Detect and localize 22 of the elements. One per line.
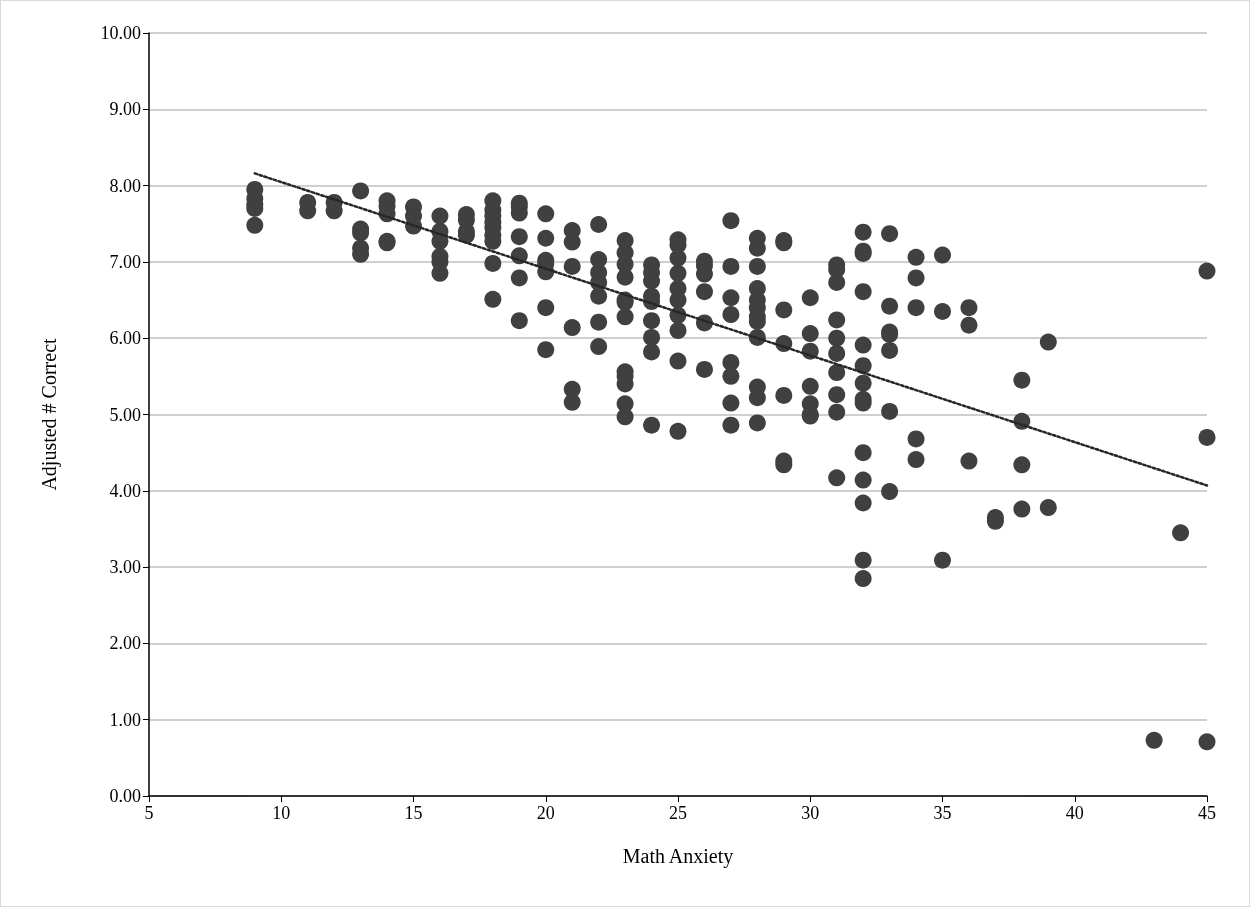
y-tick-label: 8.00 xyxy=(109,175,141,196)
x-tick-label: 40 xyxy=(1065,803,1084,823)
y-axis-title: Adjusted # Correct xyxy=(38,337,61,491)
y-tick-label: 3.00 xyxy=(109,557,141,578)
x-axis-title: Math Anxiety xyxy=(622,845,734,868)
x-tick-label: 15 xyxy=(404,803,423,823)
y-tick-label: 1.00 xyxy=(109,709,141,730)
x-tick-label: 25 xyxy=(669,803,687,823)
y-tick-label: 6.00 xyxy=(109,328,141,349)
y-tick-label: 2.00 xyxy=(109,633,141,654)
y-tick-label: 5.00 xyxy=(109,404,141,425)
x-tick-label: 35 xyxy=(933,803,952,823)
y-tick-label: 7.00 xyxy=(109,251,141,272)
x-tick-label: 10 xyxy=(272,803,291,823)
x-tick-label: 30 xyxy=(801,803,820,823)
x-tick-label: 45 xyxy=(1198,803,1216,823)
y-tick-label: 10.00 xyxy=(100,23,141,43)
y-tick-label: 9.00 xyxy=(109,99,141,120)
y-tick-label: 0.00 xyxy=(109,786,141,806)
x-tick-label: 5 xyxy=(144,803,154,823)
x-tick-label: 20 xyxy=(536,803,555,823)
y-tick-label: 4.00 xyxy=(109,480,141,501)
